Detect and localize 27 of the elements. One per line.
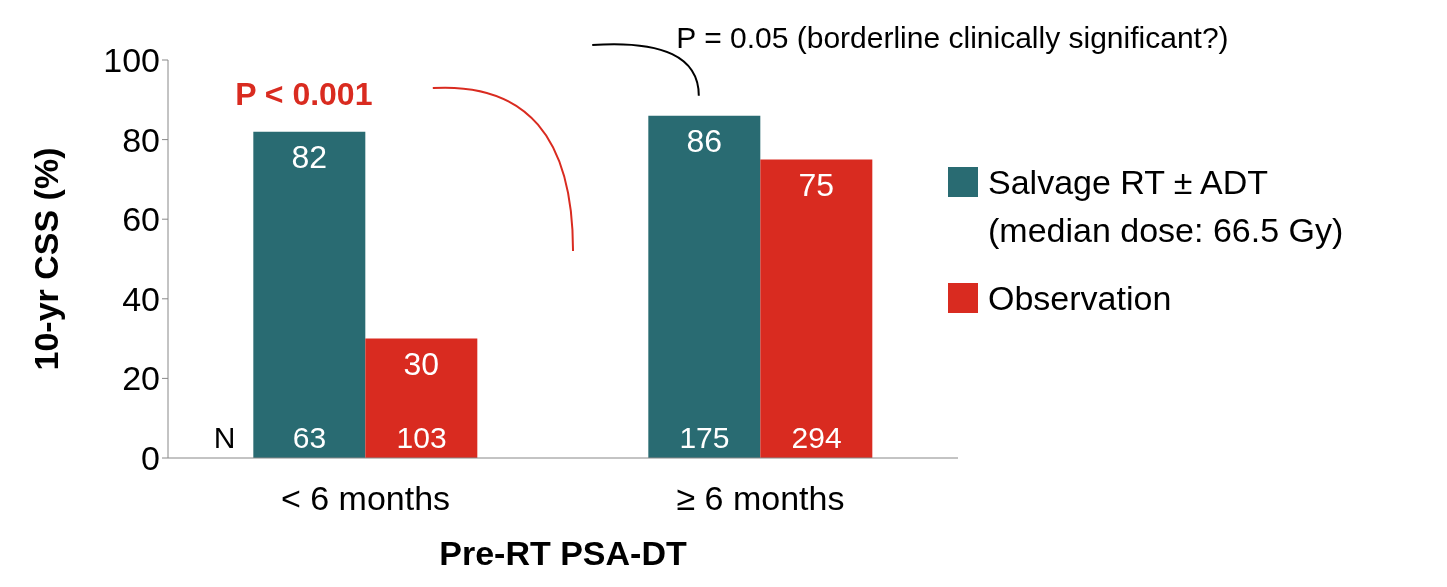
y-tick-label: 60 xyxy=(122,200,160,239)
text: P = 0.05 (borderline clinically significant?) xyxy=(676,21,1229,54)
data-label: 86 xyxy=(686,123,723,160)
bar xyxy=(760,159,873,458)
x-tick-label: ≥ 6 months xyxy=(676,479,845,518)
annotation: N xyxy=(213,421,236,454)
y-tick-label: 0 xyxy=(141,439,160,478)
x-tick-label: < 6 months xyxy=(280,479,451,518)
y-tick-label: 40 xyxy=(122,279,160,318)
annotation: 175 xyxy=(679,421,730,454)
y-tick-label: 20 xyxy=(122,359,160,398)
data-label: 30 xyxy=(403,346,440,383)
annotation: P < 0.001 xyxy=(235,76,373,112)
data-label: 75 xyxy=(798,167,835,204)
annotation: 103 xyxy=(396,421,447,454)
legend-label: Salvage RT ± ADT (median dose: 66.5 Gy) xyxy=(988,162,1345,251)
y-tick-label: 80 xyxy=(122,120,160,159)
y-axis-title: 10-yr CSS (%) xyxy=(27,147,66,371)
bar xyxy=(253,131,366,458)
annotation: 63 xyxy=(292,421,327,454)
bar xyxy=(365,338,478,458)
data-label: 82 xyxy=(291,139,328,176)
legend-label: Observation xyxy=(988,278,1172,319)
bar xyxy=(648,115,761,458)
annotation: 294 xyxy=(791,421,842,454)
y-tick-label: 100 xyxy=(103,41,160,80)
x-axis-title: Pre-RT PSA-DT xyxy=(439,534,687,572)
